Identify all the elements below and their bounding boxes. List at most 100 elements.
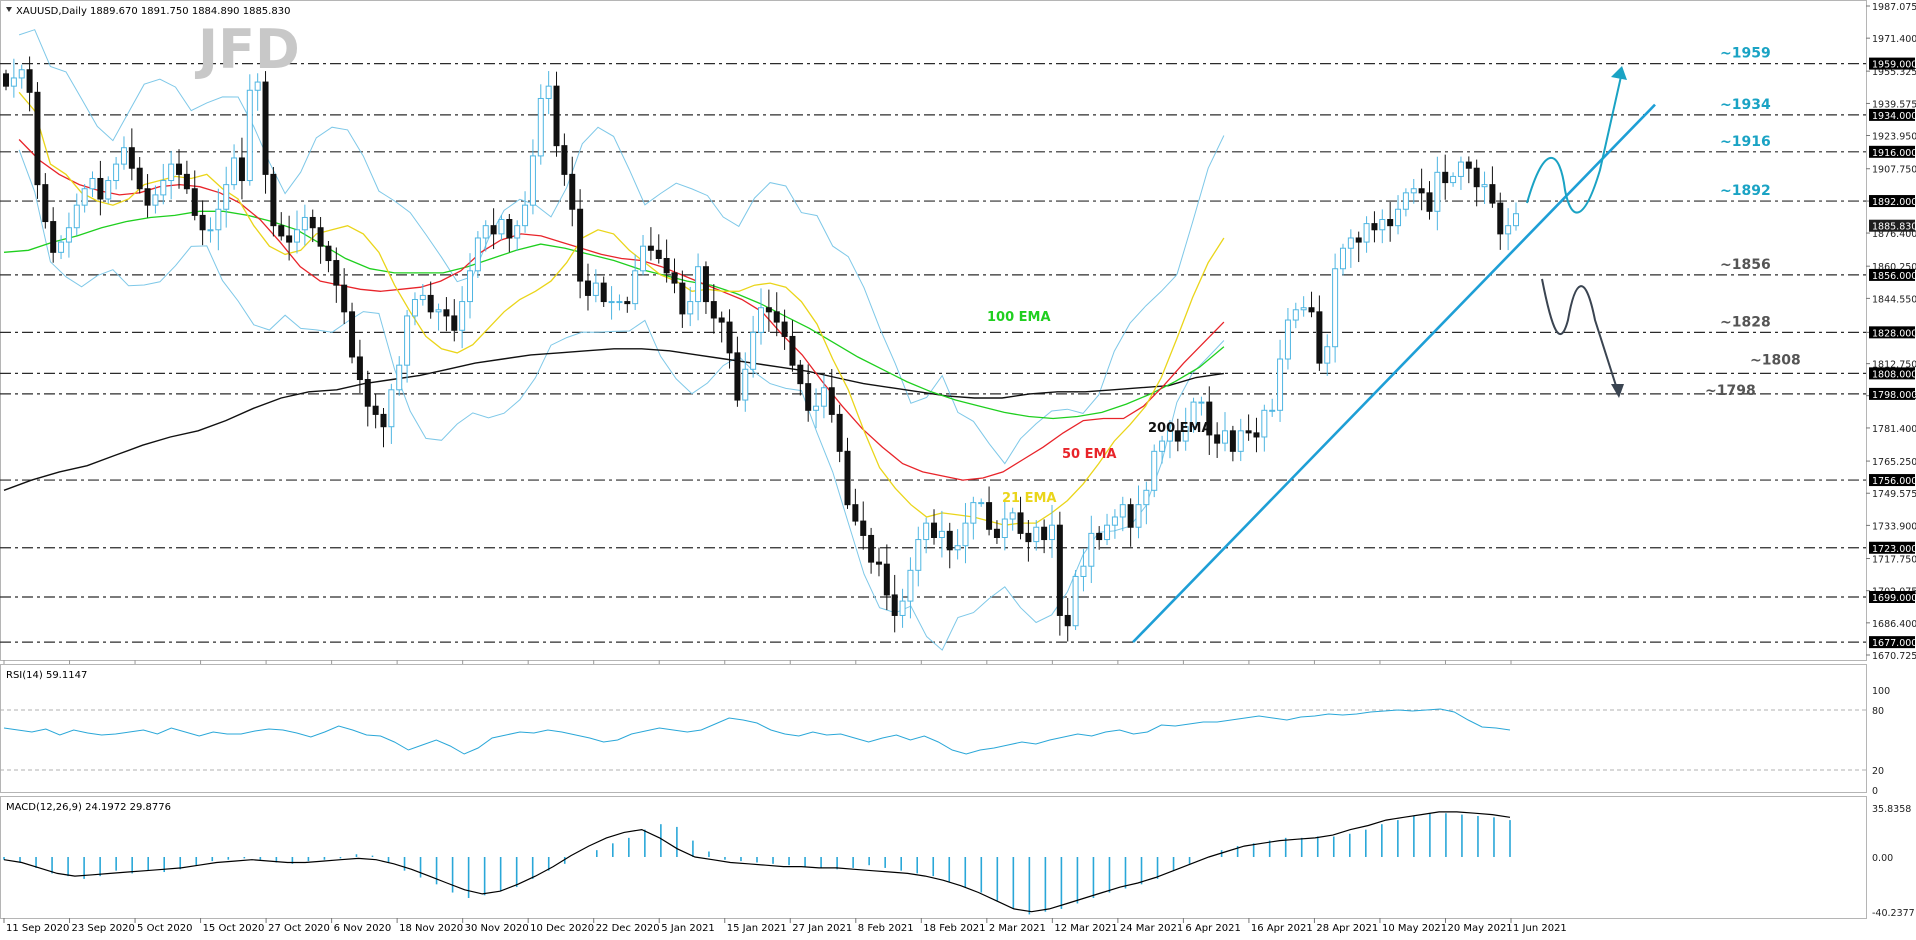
- candle-bearish: [451, 315, 458, 331]
- level-tag: 1808.000: [1872, 369, 1916, 380]
- candle-bullish: [1363, 223, 1370, 243]
- macd-tick-label: 0.00: [1872, 853, 1893, 864]
- candle-bearish: [1056, 524, 1063, 616]
- macd-tick-label: -40.2377: [1872, 908, 1915, 919]
- level-tag-bg: [1869, 326, 1915, 339]
- jfd-logo: JFD: [194, 18, 300, 81]
- level-tag-bg: [1869, 367, 1915, 380]
- candle-bearish: [805, 383, 812, 411]
- candle-bullish: [1198, 401, 1205, 404]
- candle-bullish: [1513, 213, 1519, 227]
- dropdown-arrow-icon[interactable]: [6, 7, 12, 12]
- ema-label: 200 EMA: [1148, 421, 1212, 436]
- date-label: 20 May 2021: [1447, 923, 1512, 934]
- candle-bullish: [1292, 309, 1299, 321]
- candle-bearish: [993, 528, 1000, 538]
- candle-bearish: [1387, 219, 1394, 227]
- candle-bullish: [608, 301, 615, 304]
- candle-bullish: [388, 389, 395, 428]
- candle-bullish: [120, 147, 127, 165]
- candle-bearish: [1206, 401, 1213, 436]
- level-tags: 1959.000 1934.000 1916.000 1892.000 1856.000…: [1869, 57, 1916, 649]
- rsi-panel-frame: [0, 664, 1867, 793]
- level-tag-bg: [1869, 636, 1915, 649]
- price-tick-label: 1907.750: [1872, 165, 1916, 176]
- candle-bearish: [1245, 430, 1252, 434]
- price-tick-label: 1844.550: [1872, 294, 1916, 305]
- candle-bearish: [490, 225, 497, 235]
- candle-bullish: [1505, 225, 1512, 235]
- candle-bearish: [1489, 184, 1496, 204]
- date-label: 28 Apr 2021: [1316, 923, 1378, 934]
- rsi-panel: 100 80 20 0: [0, 686, 1890, 797]
- candle-bearish: [702, 266, 709, 303]
- price-tick-label: 1670.725: [1872, 651, 1916, 662]
- candle-bullish: [1222, 430, 1229, 444]
- level-tag-bg: [1869, 108, 1915, 121]
- date-label: 30 Nov 2020: [465, 923, 529, 934]
- projection-arrows: [1526, 66, 1627, 398]
- candle-bearish: [309, 216, 316, 229]
- level-tag-bg: [1869, 541, 1915, 554]
- candle-bearish: [26, 69, 33, 93]
- candle-bullish: [1166, 430, 1173, 442]
- candle-bullish: [10, 77, 17, 87]
- candle-bullish: [396, 364, 403, 391]
- candle-bullish: [1182, 426, 1189, 442]
- candle-bearish: [1426, 192, 1433, 212]
- candle-bearish: [569, 173, 576, 210]
- date-label: 1 Jun 2021: [1513, 923, 1567, 934]
- level-annotation: ~1892: [1720, 183, 1771, 199]
- date-label: 6 Apr 2021: [1185, 923, 1240, 934]
- level-annotation: ~1808: [1750, 352, 1801, 368]
- candle-bearish: [789, 335, 796, 366]
- ema-label: 100 EMA: [987, 310, 1051, 325]
- candle-bullish: [89, 177, 96, 190]
- candle-bullish: [301, 216, 308, 231]
- candle-bullish: [65, 227, 72, 243]
- level-tag: 1856.000: [1872, 271, 1916, 282]
- candle-bearish: [325, 245, 332, 262]
- candle-bearish: [427, 294, 434, 313]
- bearish-projection: [1541, 278, 1619, 393]
- candle-bullish: [1332, 268, 1339, 348]
- candle-bearish: [1442, 171, 1449, 184]
- price-tick-label: 1717.750: [1872, 555, 1916, 566]
- candle-bullish: [498, 219, 505, 235]
- candle-bearish: [852, 504, 859, 522]
- level-tag: 1756.000: [1872, 476, 1916, 487]
- level-tag-bg: [1869, 387, 1915, 400]
- price-tick-label: 1987.075: [1872, 2, 1916, 13]
- price-tick-label: 1749.575: [1872, 489, 1916, 500]
- level-tag: 1916.000: [1872, 148, 1916, 159]
- candle-bearish: [1253, 432, 1260, 438]
- date-axis: 11 Sep 2020 23 Sep 2020 5 Oct 2020 15 Oct 2…: [3, 918, 1567, 934]
- vertical-gridlines: [3, 660, 1512, 664]
- level-tag: 1828.000: [1872, 328, 1916, 339]
- ema-200-line: [3, 348, 1225, 491]
- candle-bearish: [765, 307, 772, 313]
- candle-bullish: [223, 184, 230, 210]
- price-tick-label: 1939.575: [1872, 99, 1916, 110]
- date-label: 6 Nov 2020: [334, 923, 392, 934]
- candle-bearish: [868, 534, 875, 563]
- candle-bearish: [1371, 223, 1378, 231]
- candle-bullish: [592, 282, 599, 296]
- candle-bullish: [962, 522, 969, 547]
- candle-bearish: [624, 301, 631, 305]
- candle-bearish: [1473, 167, 1480, 188]
- level-tag: 1934.000: [1872, 111, 1916, 122]
- macd-panel: 35.8358 0.00 -40.2377: [3, 804, 1915, 919]
- candle-bullish: [1237, 430, 1244, 452]
- bullish-projection: [1526, 71, 1623, 214]
- candle-bearish: [380, 413, 387, 428]
- candle-bearish: [128, 147, 135, 169]
- candle-bearish: [600, 282, 607, 303]
- candle-bullish: [73, 204, 80, 229]
- candle-bullish: [1009, 512, 1016, 520]
- candle-bearish: [671, 272, 678, 284]
- down-arrow-head-icon: [1611, 384, 1624, 398]
- candle-bullish: [160, 180, 167, 196]
- candle-bearish: [286, 235, 293, 243]
- candle-bearish: [1174, 430, 1181, 442]
